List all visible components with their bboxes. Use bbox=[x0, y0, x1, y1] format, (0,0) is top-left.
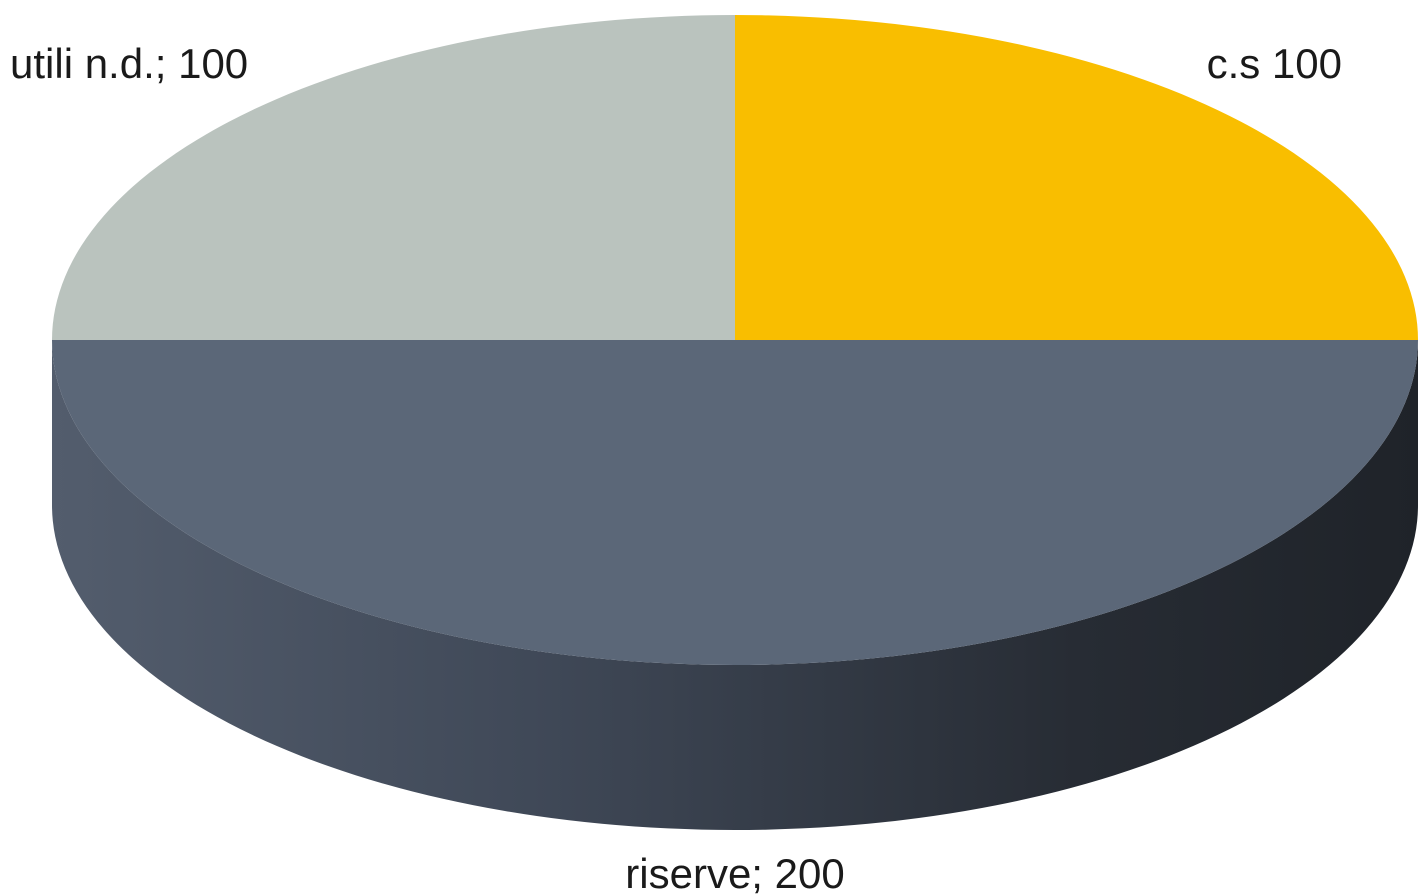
pie-slice-label: utili n.d.; 100 bbox=[10, 40, 248, 87]
pie-slice-label: riserve; 200 bbox=[625, 850, 844, 896]
pie-slice-side bbox=[52, 340, 1418, 830]
pie-slice bbox=[52, 340, 1418, 665]
pie-sides bbox=[52, 340, 1418, 830]
pie-slice-label: c.s 100 bbox=[1207, 40, 1342, 87]
pie-labels: c.s 100 riserve; 200 utili n.d.; 100 bbox=[10, 40, 1342, 896]
pie-slice bbox=[52, 15, 735, 340]
pie-slice bbox=[735, 15, 1418, 340]
pie-tops bbox=[52, 15, 1418, 665]
